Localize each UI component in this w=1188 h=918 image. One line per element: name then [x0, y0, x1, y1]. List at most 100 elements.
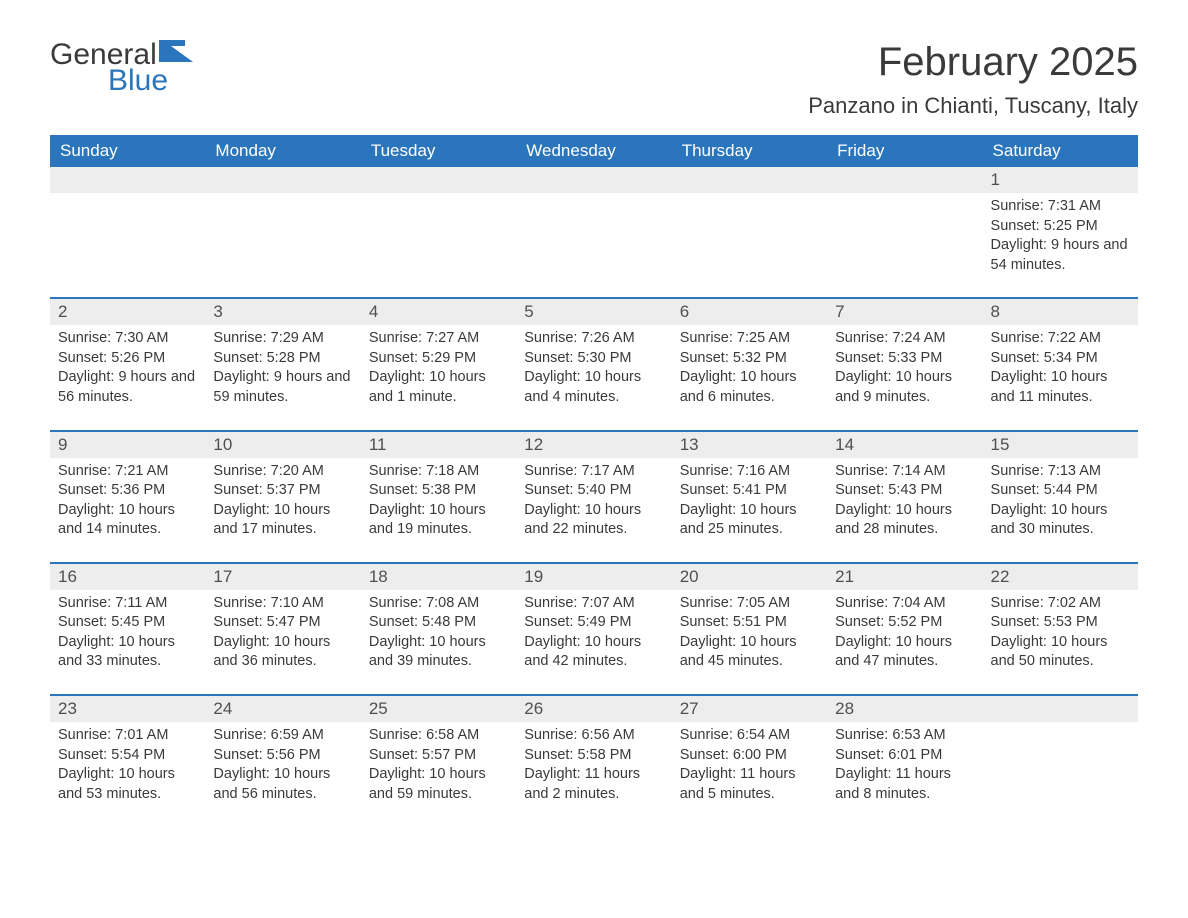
- day-number: 27: [672, 696, 827, 722]
- sunrise-line: Sunrise: 7:22 AM: [991, 329, 1130, 349]
- day-details: Sunrise: 7:08 AMSunset: 5:48 PMDaylight:…: [361, 590, 516, 694]
- day-details: Sunrise: 6:59 AMSunset: 5:56 PMDaylight:…: [205, 722, 360, 826]
- day-details: Sunrise: 7:30 AMSunset: 5:26 PMDaylight:…: [50, 325, 205, 429]
- sunrise-line: Sunrise: 7:27 AM: [369, 329, 508, 349]
- calendar-day-cell: 11Sunrise: 7:18 AMSunset: 5:38 PMDayligh…: [361, 431, 516, 563]
- day-details: Sunrise: 7:25 AMSunset: 5:32 PMDaylight:…: [672, 325, 827, 429]
- day-details: [516, 193, 671, 288]
- sunset-line: Sunset: 5:37 PM: [213, 481, 352, 501]
- day-details: Sunrise: 7:20 AMSunset: 5:37 PMDaylight:…: [205, 458, 360, 562]
- sunset-line: Sunset: 5:40 PM: [524, 481, 663, 501]
- daylight-line: Daylight: 10 hours and 53 minutes.: [58, 765, 197, 804]
- calendar-week-row: 23Sunrise: 7:01 AMSunset: 5:54 PMDayligh…: [50, 695, 1138, 826]
- day-details: Sunrise: 7:04 AMSunset: 5:52 PMDaylight:…: [827, 590, 982, 694]
- day-details: Sunrise: 7:10 AMSunset: 5:47 PMDaylight:…: [205, 590, 360, 694]
- sunrise-line: Sunrise: 7:29 AM: [213, 329, 352, 349]
- day-number: 25: [361, 696, 516, 722]
- daylight-line: Daylight: 10 hours and 47 minutes.: [835, 633, 974, 672]
- daylight-line: Daylight: 10 hours and 28 minutes.: [835, 501, 974, 540]
- sunset-line: Sunset: 5:43 PM: [835, 481, 974, 501]
- calendar-week-row: 1Sunrise: 7:31 AMSunset: 5:25 PMDaylight…: [50, 167, 1138, 298]
- calendar-day-cell: 9Sunrise: 7:21 AMSunset: 5:36 PMDaylight…: [50, 431, 205, 563]
- sunrise-line: Sunrise: 7:18 AM: [369, 462, 508, 482]
- day-number: 20: [672, 564, 827, 590]
- daylight-line: Daylight: 10 hours and 39 minutes.: [369, 633, 508, 672]
- daylight-line: Daylight: 10 hours and 25 minutes.: [680, 501, 819, 540]
- sunset-line: Sunset: 5:29 PM: [369, 349, 508, 369]
- calendar-day-cell: 26Sunrise: 6:56 AMSunset: 5:58 PMDayligh…: [516, 695, 671, 826]
- day-details: Sunrise: 7:07 AMSunset: 5:49 PMDaylight:…: [516, 590, 671, 694]
- calendar-day-cell: [50, 167, 205, 298]
- sunset-line: Sunset: 5:30 PM: [524, 349, 663, 369]
- daylight-line: Daylight: 10 hours and 42 minutes.: [524, 633, 663, 672]
- sunrise-line: Sunrise: 7:16 AM: [680, 462, 819, 482]
- sunset-line: Sunset: 5:53 PM: [991, 613, 1130, 633]
- day-details: Sunrise: 7:26 AMSunset: 5:30 PMDaylight:…: [516, 325, 671, 429]
- calendar-day-cell: 27Sunrise: 6:54 AMSunset: 6:00 PMDayligh…: [672, 695, 827, 826]
- calendar-day-cell: 10Sunrise: 7:20 AMSunset: 5:37 PMDayligh…: [205, 431, 360, 563]
- sunset-line: Sunset: 5:32 PM: [680, 349, 819, 369]
- day-number: [50, 167, 205, 193]
- daylight-line: Daylight: 11 hours and 2 minutes.: [524, 765, 663, 804]
- day-number: 4: [361, 299, 516, 325]
- title-block: February 2025 Panzano in Chianti, Tuscan…: [808, 40, 1138, 129]
- sunrise-line: Sunrise: 7:17 AM: [524, 462, 663, 482]
- sunset-line: Sunset: 5:48 PM: [369, 613, 508, 633]
- daylight-line: Daylight: 10 hours and 50 minutes.: [991, 633, 1130, 672]
- weekday-header: Monday: [205, 135, 360, 167]
- daylight-line: Daylight: 10 hours and 6 minutes.: [680, 368, 819, 407]
- day-number: 2: [50, 299, 205, 325]
- brand-part2: Blue: [108, 66, 193, 96]
- day-number: 10: [205, 432, 360, 458]
- day-details: Sunrise: 6:53 AMSunset: 6:01 PMDaylight:…: [827, 722, 982, 826]
- day-details: Sunrise: 7:24 AMSunset: 5:33 PMDaylight:…: [827, 325, 982, 429]
- sunrise-line: Sunrise: 7:08 AM: [369, 594, 508, 614]
- sunrise-line: Sunrise: 7:11 AM: [58, 594, 197, 614]
- daylight-line: Daylight: 10 hours and 4 minutes.: [524, 368, 663, 407]
- sunset-line: Sunset: 5:26 PM: [58, 349, 197, 369]
- day-number: 18: [361, 564, 516, 590]
- day-details: Sunrise: 7:13 AMSunset: 5:44 PMDaylight:…: [983, 458, 1138, 562]
- weekday-header: Saturday: [983, 135, 1138, 167]
- calendar-day-cell: [361, 167, 516, 298]
- day-number: 7: [827, 299, 982, 325]
- sunrise-line: Sunrise: 7:31 AM: [991, 197, 1130, 217]
- day-details: Sunrise: 7:17 AMSunset: 5:40 PMDaylight:…: [516, 458, 671, 562]
- weekday-header: Friday: [827, 135, 982, 167]
- sunrise-line: Sunrise: 7:30 AM: [58, 329, 197, 349]
- calendar-day-cell: 4 Sunrise: 7:27 AMSunset: 5:29 PMDaylight…: [361, 298, 516, 430]
- calendar-day-cell: 13Sunrise: 7:16 AMSunset: 5:41 PMDayligh…: [672, 431, 827, 563]
- location: Panzano in Chianti, Tuscany, Italy: [808, 93, 1138, 119]
- day-details: Sunrise: 7:29 AMSunset: 5:28 PMDaylight:…: [205, 325, 360, 429]
- calendar-day-cell: 12Sunrise: 7:17 AMSunset: 5:40 PMDayligh…: [516, 431, 671, 563]
- weekday-header: Sunday: [50, 135, 205, 167]
- day-number: 22: [983, 564, 1138, 590]
- sunrise-line: Sunrise: 7:21 AM: [58, 462, 197, 482]
- day-details: Sunrise: 6:58 AMSunset: 5:57 PMDaylight:…: [361, 722, 516, 826]
- sunset-line: Sunset: 5:38 PM: [369, 481, 508, 501]
- sunrise-line: Sunrise: 7:13 AM: [991, 462, 1130, 482]
- weekday-header: Thursday: [672, 135, 827, 167]
- daylight-line: Daylight: 10 hours and 1 minute.: [369, 368, 508, 407]
- day-number: 26: [516, 696, 671, 722]
- flag-icon: [159, 40, 193, 67]
- sunset-line: Sunset: 5:47 PM: [213, 613, 352, 633]
- daylight-line: Daylight: 10 hours and 19 minutes.: [369, 501, 508, 540]
- daylight-line: Daylight: 10 hours and 45 minutes.: [680, 633, 819, 672]
- calendar-day-cell: [205, 167, 360, 298]
- daylight-line: Daylight: 10 hours and 17 minutes.: [213, 501, 352, 540]
- day-number: 21: [827, 564, 982, 590]
- day-number: 15: [983, 432, 1138, 458]
- calendar-day-cell: 24Sunrise: 6:59 AMSunset: 5:56 PMDayligh…: [205, 695, 360, 826]
- sunset-line: Sunset: 5:57 PM: [369, 746, 508, 766]
- day-details: [672, 193, 827, 288]
- weekday-header: Tuesday: [361, 135, 516, 167]
- sunrise-line: Sunrise: 7:10 AM: [213, 594, 352, 614]
- calendar-day-cell: [516, 167, 671, 298]
- daylight-line: Daylight: 10 hours and 59 minutes.: [369, 765, 508, 804]
- sunrise-line: Sunrise: 7:20 AM: [213, 462, 352, 482]
- calendar-day-cell: [983, 695, 1138, 826]
- calendar-day-cell: 15Sunrise: 7:13 AMSunset: 5:44 PMDayligh…: [983, 431, 1138, 563]
- sunset-line: Sunset: 5:52 PM: [835, 613, 974, 633]
- day-number: 8: [983, 299, 1138, 325]
